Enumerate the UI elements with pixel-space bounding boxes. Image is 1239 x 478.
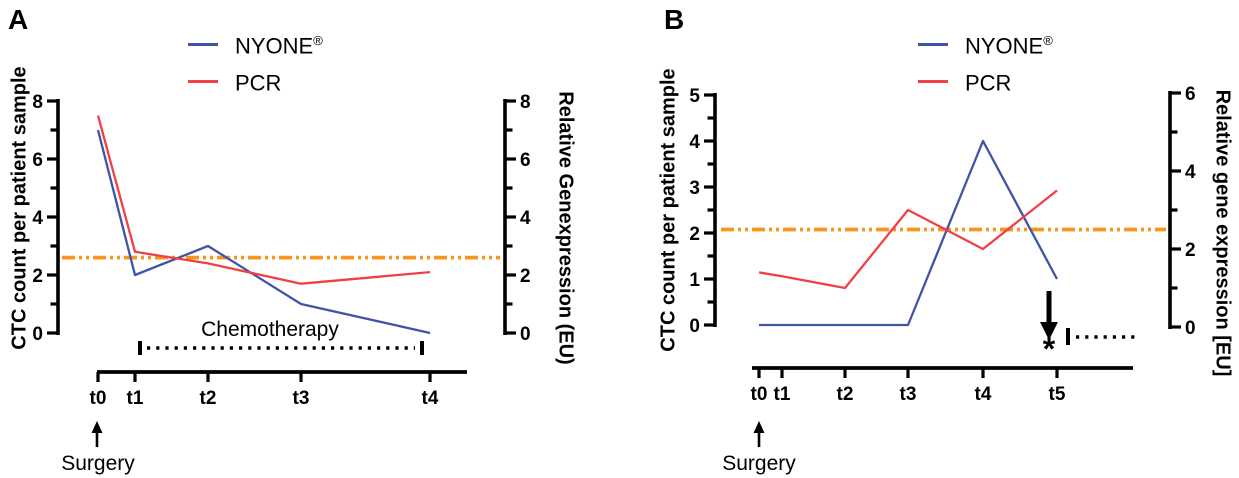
left-axis-tick-label: 2 — [689, 224, 700, 245]
x-axis-tick-label: t5 — [1049, 384, 1066, 405]
right-axis-tick-label: 0 — [1185, 318, 1196, 339]
legend-entry-pcr: PCR — [918, 70, 1012, 96]
right-axis-title: Relative Genexpression (EU) — [554, 91, 577, 365]
right-axis-tick-label: 6 — [1185, 84, 1196, 105]
pcr-line-swatch — [188, 79, 218, 83]
registered-trademark-symbol: ® — [1043, 33, 1053, 49]
registered-trademark-symbol: ® — [313, 33, 323, 49]
chemotherapy-span-label: Chemotherapy — [201, 318, 339, 341]
right-axis-tick-label: 8 — [520, 92, 531, 113]
legend-label-pcr: PCR — [235, 70, 282, 96]
left-axis-tick-label: 2 — [32, 266, 43, 287]
left-axis-title: CTC count per patient sample — [8, 66, 31, 350]
x-axis-tick-label: t4 — [422, 388, 439, 409]
right-axis-tick-label: 4 — [1185, 162, 1196, 183]
series-line-pcr — [758, 189, 1058, 290]
panel-a: 0 2 4 6 8 0 2 4 6 8 t0 t1 t2 t3 t4 A NYONE® PCR CTC co… — [8, 4, 577, 475]
left-axis-tick-label: 0 — [689, 316, 700, 337]
legend-entry-pcr: PCR — [188, 70, 282, 96]
left-axis-tick-label: 1 — [689, 270, 700, 291]
left-axis-tick-label: 4 — [689, 132, 700, 153]
surgery-annotation-label: Surgery — [722, 452, 796, 475]
right-axis-tick-label: 2 — [1185, 240, 1196, 261]
nyone-line-swatch — [188, 42, 218, 46]
legend-label-pcr: PCR — [965, 70, 1012, 96]
legend-entry-nyone: NYONE® — [918, 33, 1053, 59]
right-axis-title: Relative gene expression [EU] — [1211, 89, 1234, 377]
x-axis-tick-label: t0 — [90, 388, 107, 409]
legend-label-nyone: NYONE® — [235, 33, 323, 59]
panel-b-title-letter: B — [664, 4, 685, 35]
x-axis-tick-label: t0 — [751, 384, 768, 405]
left-axis-tick-label: 0 — [32, 324, 43, 345]
pcr-line-swatch — [918, 79, 948, 83]
x-axis-tick-label: t4 — [975, 384, 992, 405]
surgery-arrow-head — [91, 421, 103, 433]
x-axis-tick-label: t3 — [900, 384, 917, 405]
left-axis-tick-label: 8 — [32, 92, 43, 113]
x-axis-tick-label: t1 — [127, 388, 144, 409]
panel-a-title-letter: A — [8, 4, 29, 35]
right-axis-tick-label: 4 — [520, 208, 531, 229]
left-axis-tick-label: 5 — [689, 86, 700, 107]
x-axis-tick-label: t2 — [200, 388, 217, 409]
series-line-nyone — [96, 129, 431, 335]
right-axis-tick-label: 2 — [520, 266, 531, 287]
left-axis-tick-label: 4 — [32, 208, 43, 229]
significance-asterisk: * — [1042, 331, 1056, 367]
left-axis-title: CTC count per patient sample — [657, 68, 680, 352]
left-axis-tick-label: 6 — [32, 150, 43, 171]
right-axis-tick-label: 6 — [520, 150, 531, 171]
panel-b: 0 1 2 3 4 5 0 2 4 6 t0 t1 t2 t3 t4 t5 B NYONE® PCR CTC … — [620, 0, 1239, 478]
left-axis-tick-label: 3 — [689, 178, 700, 199]
surgery-annotation-label: Surgery — [61, 452, 135, 475]
x-axis-tick-label: t3 — [293, 388, 310, 409]
legend-entry-nyone: NYONE® — [188, 33, 323, 59]
x-axis-tick-label: t1 — [774, 384, 791, 405]
legend-label-nyone: NYONE® — [965, 33, 1053, 59]
panel-b-chart: 0 1 2 3 4 5 0 2 4 6 t0 t1 t2 t3 t4 t5 — [689, 84, 1196, 447]
series-line-pcr — [96, 115, 431, 285]
panel-a-chart: 0 2 4 6 8 0 2 4 6 8 t0 t1 t2 t3 t4 — [32, 92, 531, 447]
right-axis-tick-label: 0 — [520, 324, 531, 345]
nyone-line-swatch — [918, 42, 948, 46]
series-line-nyone — [759, 139, 1059, 327]
x-axis-tick-label: t2 — [837, 384, 854, 405]
surgery-arrow-head — [753, 421, 765, 433]
significance-arrow-head — [1040, 322, 1058, 340]
